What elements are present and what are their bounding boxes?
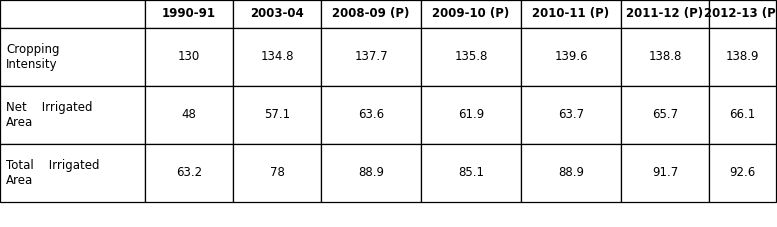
Bar [145, 144, 233, 202]
Bar [621, 86, 709, 144]
Text: 2010-11 (P): 2010-11 (P) [532, 7, 610, 20]
Text: 1990-91: 1990-91 [162, 7, 216, 20]
Bar [321, 28, 421, 86]
Bar [709, 144, 776, 202]
Bar [0, 86, 145, 144]
Bar [521, 28, 621, 86]
Bar [233, 144, 321, 202]
Text: 63.7: 63.7 [558, 109, 584, 121]
Text: Net    Irrigated
Area: Net Irrigated Area [6, 101, 92, 129]
Bar [421, 0, 521, 28]
Bar [233, 86, 321, 144]
Text: 138.8: 138.8 [648, 50, 681, 64]
Text: 2009-10 (P): 2009-10 (P) [432, 7, 510, 20]
Bar [521, 0, 621, 28]
Bar [709, 0, 776, 28]
Text: 139.6: 139.6 [554, 50, 588, 64]
Bar [621, 144, 709, 202]
Text: 63.2: 63.2 [176, 166, 202, 180]
Text: 88.9: 88.9 [358, 166, 384, 180]
Text: 85.1: 85.1 [458, 166, 484, 180]
Text: 65.7: 65.7 [652, 109, 678, 121]
Text: 63.6: 63.6 [358, 109, 384, 121]
Text: 130: 130 [178, 50, 200, 64]
Bar [709, 28, 776, 86]
Text: 137.7: 137.7 [354, 50, 388, 64]
Bar [233, 0, 321, 28]
Text: 2011-12 (P): 2011-12 (P) [626, 7, 703, 20]
Bar [521, 86, 621, 144]
Bar [521, 144, 621, 202]
Bar [0, 0, 145, 28]
Bar [321, 86, 421, 144]
Text: 66.1: 66.1 [730, 109, 755, 121]
Text: 78: 78 [270, 166, 284, 180]
Text: 88.9: 88.9 [558, 166, 584, 180]
Text: Cropping
Intensity: Cropping Intensity [6, 43, 60, 71]
Bar [709, 86, 776, 144]
Bar [0, 144, 145, 202]
Bar [145, 28, 233, 86]
Bar [421, 28, 521, 86]
Bar [145, 0, 233, 28]
Bar [321, 144, 421, 202]
Text: 61.9: 61.9 [458, 109, 484, 121]
Text: 48: 48 [182, 109, 197, 121]
Bar [421, 86, 521, 144]
Text: 134.8: 134.8 [260, 50, 294, 64]
Bar [0, 28, 145, 86]
Text: 2008-09 (P): 2008-09 (P) [333, 7, 409, 20]
Text: 138.9: 138.9 [726, 50, 759, 64]
Bar [321, 0, 421, 28]
Text: 57.1: 57.1 [264, 109, 290, 121]
Text: 135.8: 135.8 [455, 50, 488, 64]
Text: 91.7: 91.7 [652, 166, 678, 180]
Text: 92.6: 92.6 [730, 166, 755, 180]
Bar [621, 0, 709, 28]
Bar [421, 144, 521, 202]
Bar [145, 86, 233, 144]
Bar [621, 28, 709, 86]
Text: 2012-13 (P): 2012-13 (P) [704, 7, 777, 20]
Bar [233, 28, 321, 86]
Text: Total    Irrigated
Area: Total Irrigated Area [6, 159, 99, 187]
Text: 2003-04: 2003-04 [250, 7, 304, 20]
